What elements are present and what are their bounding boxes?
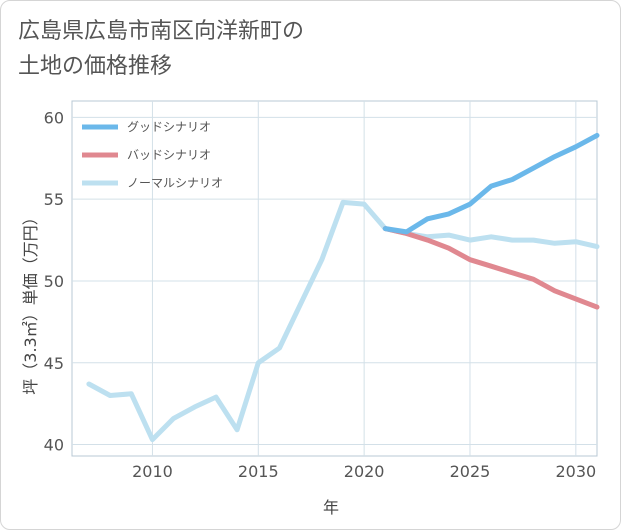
x-tick-label: 2010 — [132, 462, 173, 481]
gridlines — [72, 101, 597, 456]
legend-label: バッドシナリオ — [127, 148, 211, 162]
legend-label: ノーマルシナリオ — [127, 176, 223, 190]
x-tick-label: 2030 — [555, 462, 596, 481]
y-tick-label: 50 — [44, 272, 64, 291]
y-tick-label: 40 — [44, 436, 64, 455]
y-tick-label: 60 — [44, 108, 64, 127]
series-layer — [86, 132, 600, 443]
chart-title: 広島県広島市南区向洋新町の 土地の価格推移 — [18, 14, 304, 84]
tick-labels: 2010 2015 2020 2025 2030 40 45 50 55 60 — [44, 108, 597, 481]
series-line-2 — [382, 226, 600, 310]
x-tick-label: 2025 — [450, 462, 491, 481]
x-axis-label: 年 — [323, 498, 339, 517]
y-axis-label: 坪（3.3㎡）単価（万円） — [21, 209, 40, 394]
plot-area — [71, 100, 598, 457]
x-tick-label: 2020 — [344, 462, 385, 481]
chart-title-line-1: 広島県広島市南区向洋新町の — [18, 19, 305, 44]
y-tick-label: 45 — [44, 354, 64, 373]
x-tick-label: 2015 — [238, 462, 279, 481]
legend-label: グッドシナリオ — [127, 120, 211, 134]
series-line-3 — [86, 199, 600, 443]
y-tick-label: 55 — [44, 190, 64, 209]
series-line-1 — [382, 132, 600, 235]
chart-title-line-2: 土地の価格推移 — [18, 54, 173, 79]
